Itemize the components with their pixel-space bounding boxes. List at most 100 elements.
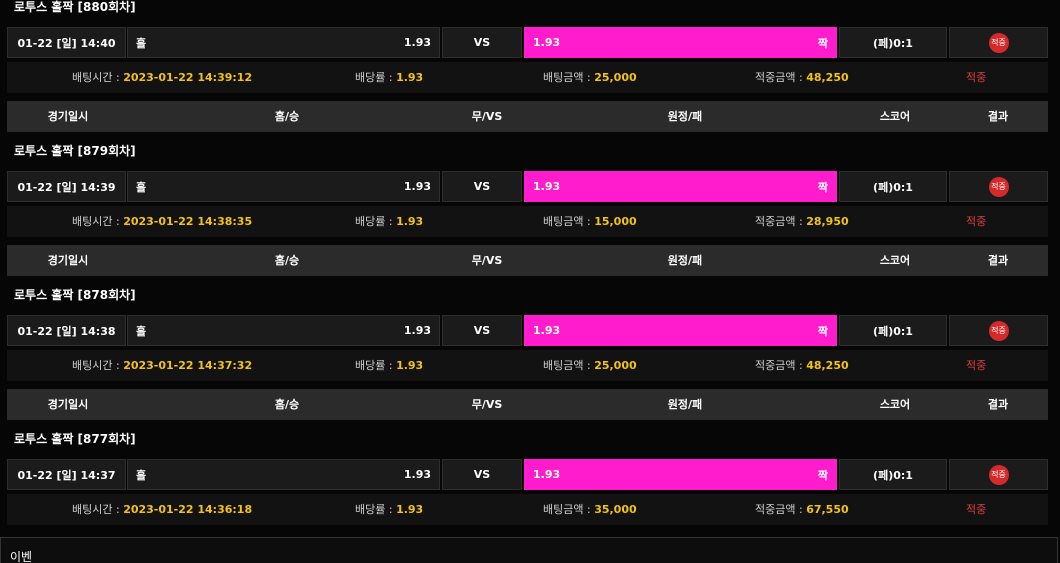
bet-amount-value: 15,000 <box>594 215 637 228</box>
header-cell: 결과 <box>987 254 1009 267</box>
win-amount-value: 67,550 <box>806 503 849 516</box>
header-cell: 원정/패 <box>667 254 703 267</box>
result-cell: 적중 <box>949 171 1048 202</box>
bet-time: 배팅시간 : 2023-01-22 14:36:18 <box>72 494 252 525</box>
result-cell: 적중 <box>949 27 1048 58</box>
away-odds: 1.93 <box>533 36 561 49</box>
away-odds: 1.93 <box>533 180 561 193</box>
bet-time: 배팅시간 : 2023-01-22 14:39:12 <box>72 62 252 93</box>
odds-label: 배당률 : <box>355 71 393 84</box>
date-cell: 01-22 [일] 14:40 <box>7 27 126 58</box>
home-odds: 1.93 <box>403 36 431 49</box>
win-amount-label: 적중금액 : <box>755 215 803 228</box>
win-amount-value: 48,250 <box>806 359 849 372</box>
score-cell: (페)0:1 <box>839 315 947 346</box>
vs-cell: VS <box>442 459 522 490</box>
bet-time: 배팅시간 : 2023-01-22 14:37:32 <box>72 350 252 381</box>
away-pick: 짝 <box>817 324 828 338</box>
home-cell: 홀 1.93 <box>127 315 440 346</box>
score-cell: (페)0:1 <box>839 459 947 490</box>
away-cell: 1.93 짝 <box>524 315 837 346</box>
round-title: 로투스 홀짝 [878회차] <box>14 288 136 302</box>
date-cell: 01-22 [일] 14:38 <box>7 315 126 346</box>
win-amount-value: 28,950 <box>806 215 849 228</box>
vs-cell: VS <box>442 27 522 58</box>
vs-cell: VS <box>442 315 522 346</box>
header-cell: 무/VS <box>471 398 503 411</box>
bet-time-label: 배팅시간 : <box>72 71 120 84</box>
score-cell: (페)0:1 <box>839 27 947 58</box>
footer-text: 이벤 <box>10 550 33 563</box>
round-title: 로투스 홀짝 [877회차] <box>14 432 136 446</box>
home-pick: 홀 <box>136 468 147 482</box>
win-amount: 적중금액 : 48,250 <box>755 350 849 381</box>
away-cell: 1.93 짝 <box>524 27 837 58</box>
header-cell: 스코어 <box>879 254 911 267</box>
bet-amount: 배팅금액 : 25,000 <box>543 62 637 93</box>
status: 적중 <box>966 503 987 516</box>
footer-panel <box>0 537 1058 563</box>
odds: 배당률 : 1.93 <box>355 206 423 237</box>
bet-time-value: 2023-01-22 14:37:32 <box>123 359 253 372</box>
header-cell: 결과 <box>987 110 1009 123</box>
header-cell: 홈/승 <box>274 254 300 267</box>
win-amount-label: 적중금액 : <box>755 503 803 516</box>
odds-label: 배당률 : <box>355 359 393 372</box>
info-row <box>7 62 1048 93</box>
bet-amount-value: 35,000 <box>594 503 637 516</box>
odds: 배당률 : 1.93 <box>355 494 423 525</box>
win-amount-value: 48,250 <box>806 71 849 84</box>
bet-amount-label: 배팅금액 : <box>543 503 591 516</box>
bet-time-value: 2023-01-22 14:39:12 <box>123 71 253 84</box>
result-badge: 적중 <box>988 176 1009 197</box>
status: 적중 <box>966 71 987 84</box>
bet-time-label: 배팅시간 : <box>72 503 120 516</box>
table-header <box>7 389 1048 420</box>
header-cell: 경기일시 <box>47 254 89 267</box>
odds: 배당률 : 1.93 <box>355 350 423 381</box>
result-cell: 적중 <box>949 459 1048 490</box>
bet-amount: 배팅금액 : 25,000 <box>543 350 637 381</box>
bet-time: 배팅시간 : 2023-01-22 14:38:35 <box>72 206 252 237</box>
header-cell: 무/VS <box>471 254 503 267</box>
header-cell: 경기일시 <box>47 110 89 123</box>
bet-amount-value: 25,000 <box>594 359 637 372</box>
odds-value: 1.93 <box>396 71 424 84</box>
away-pick: 짝 <box>817 468 828 482</box>
away-cell: 1.93 짝 <box>524 171 837 202</box>
home-odds: 1.93 <box>403 468 431 481</box>
result-cell: 적중 <box>949 315 1048 346</box>
win-amount: 적중금액 : 28,950 <box>755 206 849 237</box>
away-pick: 짝 <box>817 180 828 194</box>
header-cell: 스코어 <box>879 398 911 411</box>
result-badge: 적중 <box>988 320 1009 341</box>
home-pick: 홀 <box>136 36 147 50</box>
home-pick: 홀 <box>136 180 147 194</box>
bet-time-label: 배팅시간 : <box>72 359 120 372</box>
table-header <box>7 101 1048 132</box>
home-cell: 홀 1.93 <box>127 171 440 202</box>
bet-amount-label: 배팅금액 : <box>543 71 591 84</box>
round-title: 로투스 홀짝 [879회차] <box>14 144 136 158</box>
home-odds: 1.93 <box>403 180 431 193</box>
status: 적중 <box>966 215 987 228</box>
info-row <box>7 206 1048 237</box>
bet-amount-value: 25,000 <box>594 71 637 84</box>
home-cell: 홀 1.93 <box>127 27 440 58</box>
away-odds: 1.93 <box>533 324 561 337</box>
header-cell: 무/VS <box>471 110 503 123</box>
info-row <box>7 494 1048 525</box>
score-cell: (페)0:1 <box>839 171 947 202</box>
bet-time-value: 2023-01-22 14:36:18 <box>123 503 253 516</box>
win-amount: 적중금액 : 48,250 <box>755 62 849 93</box>
odds-label: 배당률 : <box>355 215 393 228</box>
header-cell: 원정/패 <box>667 110 703 123</box>
bet-time-label: 배팅시간 : <box>72 215 120 228</box>
status: 적중 <box>966 359 987 372</box>
odds-value: 1.93 <box>396 359 424 372</box>
header-cell: 경기일시 <box>47 398 89 411</box>
away-pick: 짝 <box>817 36 828 50</box>
odds: 배당률 : 1.93 <box>355 62 423 93</box>
header-cell: 홈/승 <box>274 110 300 123</box>
